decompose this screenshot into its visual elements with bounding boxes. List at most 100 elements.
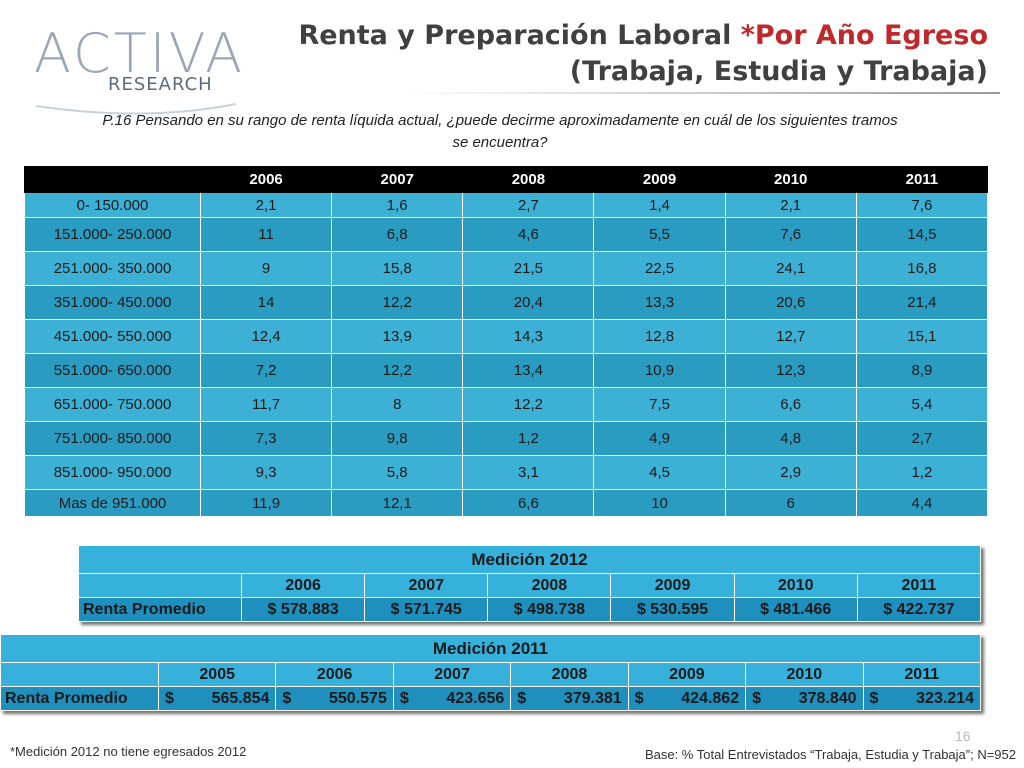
percentage-cell: 2,9 [724,455,857,490]
empty-cell [0,662,159,687]
money-value: $423.656 [394,690,510,708]
percentage-cell: 15,8 [331,251,464,286]
percentage-cell: 4,6 [462,217,595,252]
percentage-cell: 20,6 [724,285,857,320]
percentage-cell: 8,9 [855,353,989,388]
average-income-cell: $ 578.883 [240,597,366,622]
percentage-cell: 5,4 [855,387,989,422]
average-income-cell: $423.656 [392,686,512,711]
year-cell: 2008 [487,573,612,598]
average-income-cell: $565.854 [157,686,277,711]
income-range-cell: 851.000- 950.000 [24,455,201,490]
percentage-cell: 12,2 [462,387,595,422]
currency-symbol: $ [869,689,879,707]
percentage-cell: 8 [331,387,464,422]
average-income-cell: $378.840 [745,686,864,711]
medicion-2011-table: Medición 2011 2005 2006 2007 2008 2009 2010 20… [0,634,982,711]
percentage-cell: 12,2 [331,353,464,388]
income-range-cell: 0- 150.000 [24,192,201,218]
table-row: 0- 150.000 2,1 1,6 2,7 1,4 2,1 7,6 [24,192,989,218]
money-value: $378.840 [746,690,862,708]
percentage-cell: 22,5 [593,251,726,286]
income-range-cell: 651.000- 750.000 [24,387,201,422]
income-range-cell: 451.000- 550.000 [24,319,201,354]
currency-symbol: $ [517,689,527,707]
table-row: 451.000- 550.000 12,4 13,9 14,3 12,8 12,7 15,1 [24,319,989,354]
medicion-2012-caption: Medición 2012 [78,545,981,574]
amount: 550.575 [329,689,387,707]
money-value: $565.854 [159,690,275,708]
logo-subtext: RESEARCH [108,74,213,95]
amount: 424.862 [681,689,740,707]
percentage-cell: 7,3 [199,421,333,456]
percentage-cell: 2,1 [199,192,333,218]
year-cell: 2011 [862,662,982,687]
percentage-cell: 1,2 [855,455,989,490]
percentage-cell: 13,9 [331,319,464,354]
percentage-cell: 13,4 [462,353,595,388]
year-header: 2007 [331,166,464,193]
table-row: 351.000- 450.000 14 12,2 20,4 13,3 20,6 21,4 [24,285,989,320]
percentage-cell: 2,1 [724,192,857,218]
income-range-cell: 351.000- 450.000 [24,285,201,320]
year-cell: 2008 [510,662,629,687]
percentage-cell: 5,5 [593,217,726,252]
row-label: Renta Promedio [0,686,159,711]
amount: 323.214 [916,689,974,707]
percentage-cell: 6,6 [462,489,595,517]
percentage-cell: 1,2 [462,421,595,456]
currency-symbol: $ [634,689,644,707]
percentage-cell: 4,5 [593,455,726,490]
percentage-cell: 6 [724,489,857,517]
year-cell: 2011 [856,573,982,598]
percentage-cell: 5,8 [331,455,464,490]
percentage-cell: 9 [199,251,333,286]
table-row: 651.000- 750.000 11,7 8 12,2 7,5 6,6 5,4 [24,387,989,422]
logo-swoosh-icon [35,103,237,115]
percentage-cell: 16,8 [855,251,989,286]
percentage-cell: 7,6 [855,192,989,218]
percentage-cell: 6,8 [331,217,464,252]
table-row: 751.000- 850.000 7,3 9,8 1,2 4,9 4,8 2,7 [24,421,989,456]
table-row: 151.000- 250.000 11 6,8 4,6 5,5 7,6 14,5 [24,217,989,252]
percentage-cell: 1,4 [593,192,726,218]
percentage-cell: 7,6 [724,217,857,252]
percentage-cell: 9,3 [199,455,333,490]
percentage-cell: 11,9 [199,489,333,517]
percentage-cell: 21,5 [462,251,595,286]
percentage-cell: 7,2 [199,353,333,388]
survey-question: P.16 Pensando en su rango de renta líqui… [102,112,898,151]
percentage-cell: 14,3 [462,319,595,354]
percentage-cell: 12,3 [724,353,857,388]
money-value: $424.862 [629,690,745,708]
money-value: $379.381 [511,690,627,708]
average-income-cell: $ 530.595 [610,597,735,622]
percentage-cell: 12,8 [593,319,726,354]
table-row: 851.000- 950.000 9,3 5,8 3,1 4,5 2,9 1,2 [24,455,989,490]
currency-symbol: $ [752,689,762,707]
percentage-cell: 12,2 [331,285,464,320]
year-cell: 2010 [745,662,864,687]
currency-symbol: $ [399,689,409,707]
year-cell: 2007 [392,662,512,687]
page-number: 16 [955,728,971,744]
empty-cell [78,573,242,598]
percentage-cell: 21,4 [855,285,989,320]
page-title: Renta y Preparación Laboral *Por Año Egr… [298,18,988,90]
percentage-cell: 11,7 [199,387,333,422]
percentage-cell: 12,4 [199,319,333,354]
year-header: 2010 [724,166,857,193]
percentage-cell: 12,1 [331,489,464,517]
table-row: Mas de 951.000 11,9 12,1 6,6 10 6 4,4 [24,489,989,517]
percentage-cell: 12,7 [724,319,857,354]
percentage-cell: 11 [199,217,333,252]
average-income-cell: $ 422.737 [856,597,982,622]
percentage-cell: 15,1 [855,319,989,354]
table-row: 551.000- 650.000 7,2 12,2 13,4 10,9 12,3 8,9 [24,353,989,388]
average-income-cell: $323.214 [862,686,982,711]
average-income-cell: $ 481.466 [733,597,858,622]
percentage-cell: 20,4 [462,285,595,320]
percentage-cell: 2,7 [462,192,595,218]
year-cell: 2006 [240,573,366,598]
percentage-cell: 24,1 [724,251,857,286]
